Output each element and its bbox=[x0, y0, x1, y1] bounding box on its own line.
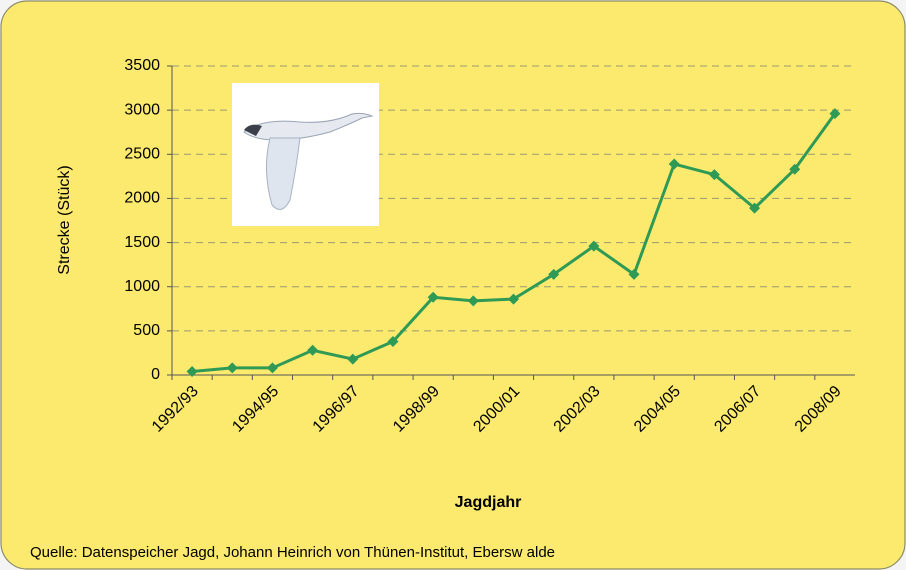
data-point bbox=[749, 202, 761, 214]
swan-image bbox=[232, 83, 379, 226]
data-point bbox=[186, 365, 198, 377]
y-axis-label: Strecke (Stück) bbox=[56, 165, 73, 274]
data-point bbox=[628, 268, 640, 280]
y-tick-label: 0 bbox=[151, 366, 160, 383]
data-point bbox=[307, 344, 319, 356]
data-point bbox=[427, 291, 439, 303]
data-point bbox=[387, 335, 399, 347]
data-point bbox=[266, 362, 278, 374]
y-tick-label: 500 bbox=[133, 322, 160, 339]
data-point bbox=[789, 163, 801, 175]
data-point bbox=[226, 362, 238, 374]
data-point bbox=[467, 295, 479, 307]
y-tick-label: 3000 bbox=[124, 101, 160, 118]
data-point bbox=[668, 158, 680, 170]
source-note: Quelle: Datenspeicher Jagd, Johann Heinr… bbox=[30, 544, 555, 561]
y-tick-label: 3500 bbox=[124, 57, 160, 74]
data-point bbox=[548, 268, 560, 280]
data-point bbox=[508, 293, 519, 305]
data-point bbox=[347, 353, 359, 365]
data-point bbox=[829, 108, 841, 120]
data-point bbox=[708, 169, 720, 181]
data-point bbox=[588, 240, 600, 252]
y-tick-label: 2500 bbox=[124, 146, 160, 163]
x-axis-label: Jagdjahr bbox=[455, 494, 522, 511]
y-tick-label: 1000 bbox=[124, 278, 160, 295]
y-tick-label: 2000 bbox=[124, 190, 160, 207]
y-tick-label: 1500 bbox=[124, 234, 160, 251]
